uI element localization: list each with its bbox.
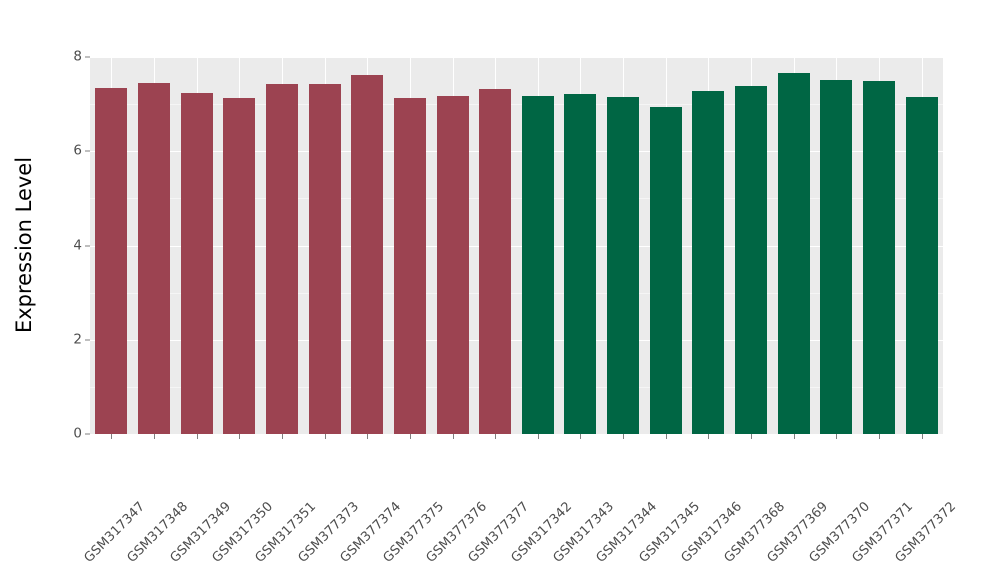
gridline-horizontal-minor bbox=[90, 292, 943, 294]
gridline-horizontal-minor bbox=[90, 386, 943, 388]
gridline-horizontal-major bbox=[90, 245, 943, 247]
bar bbox=[735, 86, 768, 434]
plot-panel bbox=[90, 57, 943, 435]
x-tick-mark bbox=[409, 434, 411, 439]
y-tick-label: 2 bbox=[73, 331, 82, 347]
gridline-horizontal-major bbox=[90, 57, 943, 58]
bar bbox=[521, 95, 554, 434]
x-tick-mark bbox=[708, 434, 710, 439]
bar bbox=[137, 82, 170, 434]
bar bbox=[95, 88, 128, 434]
x-tick-mark bbox=[623, 434, 625, 439]
bar bbox=[607, 97, 640, 434]
x-tick-mark bbox=[665, 434, 667, 439]
x-tick-mark bbox=[921, 434, 923, 439]
x-tick-mark bbox=[836, 434, 838, 439]
x-tick-mark bbox=[495, 434, 497, 439]
bar bbox=[863, 81, 896, 434]
gridline-horizontal-major bbox=[90, 339, 943, 341]
bar bbox=[308, 83, 341, 434]
y-tick-mark bbox=[85, 339, 90, 341]
y-tick-mark bbox=[85, 150, 90, 152]
bar bbox=[692, 90, 725, 434]
y-tick-mark bbox=[85, 245, 90, 246]
x-tick-mark bbox=[793, 434, 795, 439]
bar bbox=[436, 95, 469, 434]
bar bbox=[265, 83, 298, 434]
x-tick-mark bbox=[111, 434, 113, 439]
bar bbox=[649, 106, 682, 434]
bar bbox=[820, 79, 853, 434]
y-tick-label: 4 bbox=[73, 236, 82, 253]
bar bbox=[180, 92, 213, 434]
x-tick-mark bbox=[281, 434, 283, 439]
bar bbox=[223, 98, 256, 434]
x-tick-mark bbox=[452, 434, 454, 439]
bar bbox=[351, 74, 384, 434]
x-tick-mark bbox=[239, 434, 241, 439]
y-tick-mark bbox=[85, 433, 90, 435]
bar bbox=[479, 89, 512, 434]
gridline-horizontal-minor bbox=[90, 104, 943, 106]
bar bbox=[564, 94, 597, 434]
y-tick-label: 6 bbox=[73, 142, 82, 159]
y-axis-title: Expression Level bbox=[12, 156, 36, 334]
bar bbox=[777, 73, 810, 434]
y-tick-label: 0 bbox=[73, 425, 82, 442]
gridline-horizontal-major bbox=[90, 151, 943, 153]
gridline-horizontal-major bbox=[90, 434, 943, 435]
bar bbox=[905, 96, 938, 434]
x-tick-mark bbox=[537, 434, 539, 439]
x-tick-mark bbox=[580, 434, 582, 439]
x-tick-mark bbox=[196, 434, 198, 439]
x-tick-mark bbox=[367, 434, 369, 439]
x-tick-mark bbox=[751, 434, 753, 439]
y-tick-label: 8 bbox=[73, 48, 82, 65]
x-tick-mark bbox=[879, 434, 881, 439]
y-tick-mark bbox=[85, 56, 90, 58]
x-tick-mark bbox=[324, 434, 326, 439]
x-tick-mark bbox=[153, 434, 155, 439]
gridline-horizontal-minor bbox=[90, 198, 943, 200]
bars-layer bbox=[90, 57, 943, 434]
bar bbox=[393, 98, 426, 434]
